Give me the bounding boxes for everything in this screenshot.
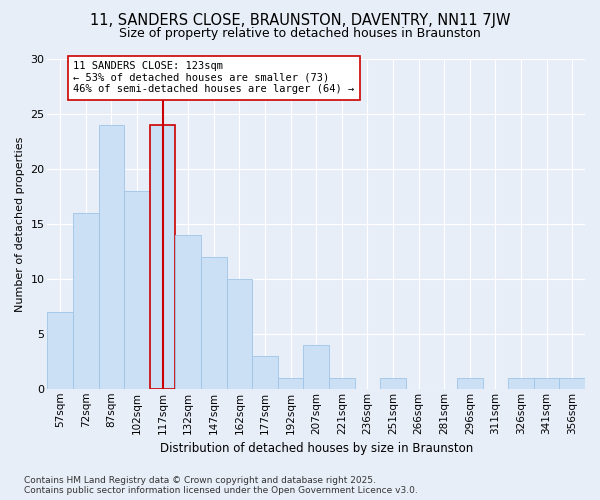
Bar xyxy=(175,235,201,389)
Y-axis label: Number of detached properties: Number of detached properties xyxy=(15,136,25,312)
Bar xyxy=(457,378,482,389)
Bar xyxy=(559,378,585,389)
Bar xyxy=(98,125,124,389)
Bar xyxy=(227,279,252,389)
Bar xyxy=(73,213,98,389)
Text: 11, SANDERS CLOSE, BRAUNSTON, DAVENTRY, NN11 7JW: 11, SANDERS CLOSE, BRAUNSTON, DAVENTRY, … xyxy=(90,12,510,28)
Bar xyxy=(252,356,278,389)
X-axis label: Distribution of detached houses by size in Braunston: Distribution of detached houses by size … xyxy=(160,442,473,455)
Bar xyxy=(150,125,175,389)
Bar xyxy=(47,312,73,389)
Bar xyxy=(380,378,406,389)
Text: Contains HM Land Registry data © Crown copyright and database right 2025.
Contai: Contains HM Land Registry data © Crown c… xyxy=(24,476,418,495)
Bar xyxy=(124,191,150,389)
Bar xyxy=(304,345,329,389)
Bar xyxy=(534,378,559,389)
Bar xyxy=(329,378,355,389)
Bar xyxy=(508,378,534,389)
Bar xyxy=(278,378,304,389)
Text: 11 SANDERS CLOSE: 123sqm
← 53% of detached houses are smaller (73)
46% of semi-d: 11 SANDERS CLOSE: 123sqm ← 53% of detach… xyxy=(73,61,355,94)
Text: Size of property relative to detached houses in Braunston: Size of property relative to detached ho… xyxy=(119,28,481,40)
Bar xyxy=(201,257,227,389)
